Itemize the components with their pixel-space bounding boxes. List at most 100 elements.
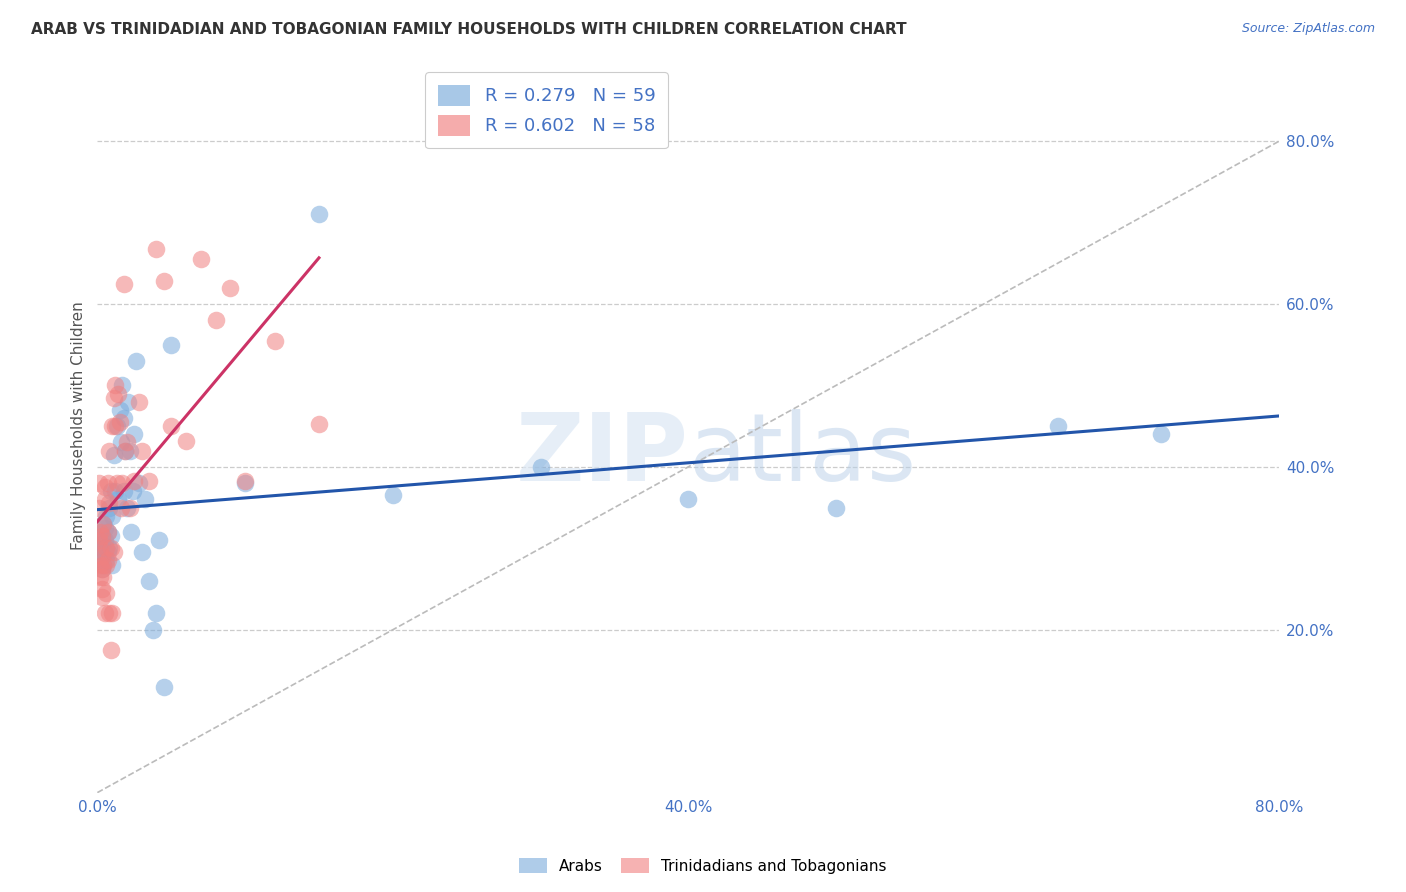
Point (233, 476, 256, 491)
Point (308, 417, 330, 432)
Point (100, 643, 122, 657)
Point (107, 492, 129, 507)
Point (91, 541, 114, 556)
Point (233, 475, 256, 489)
Point (90, 537, 112, 551)
Point (101, 558, 124, 572)
Point (103, 545, 125, 559)
Point (145, 607, 167, 621)
Point (87, 545, 110, 559)
Point (100, 541, 122, 556)
Point (98, 500, 121, 515)
Point (114, 443, 136, 458)
Text: atlas: atlas (689, 409, 917, 501)
Point (114, 443, 136, 458)
Point (90, 549, 112, 564)
Legend: Arabs, Trinidadians and Tobagonians: Arabs, Trinidadians and Tobagonians (513, 852, 893, 880)
Point (93, 492, 115, 507)
Point (125, 354, 148, 368)
Point (121, 484, 143, 499)
Point (89, 541, 111, 556)
Point (825, 500, 848, 515)
Point (111, 476, 134, 491)
Point (174, 434, 197, 448)
Point (131, 545, 153, 559)
Point (100, 484, 122, 499)
Point (89, 558, 111, 572)
Point (138, 475, 160, 489)
Point (90, 590, 112, 604)
Point (104, 378, 127, 392)
Point (98, 496, 121, 510)
Point (110, 435, 132, 450)
Point (204, 313, 226, 327)
Point (93, 521, 115, 535)
Point (160, 337, 183, 351)
Point (529, 459, 551, 474)
Point (153, 274, 176, 288)
Point (381, 488, 404, 502)
Point (678, 492, 700, 507)
Y-axis label: Family Households with Children: Family Households with Children (72, 301, 86, 550)
Point (90, 561, 112, 575)
Point (105, 476, 128, 491)
Point (138, 574, 160, 588)
Point (105, 419, 128, 434)
Point (104, 484, 127, 499)
Point (190, 252, 212, 267)
Point (112, 277, 135, 291)
Point (118, 443, 141, 458)
Point (93, 607, 115, 621)
Point (91, 558, 114, 572)
Point (1150, 427, 1173, 442)
Point (98, 443, 121, 458)
Point (90, 549, 112, 564)
Point (120, 524, 142, 539)
Legend: R = 0.279   N = 59, R = 0.602   N = 58: R = 0.279 N = 59, R = 0.602 N = 58 (425, 72, 668, 148)
Text: Source: ZipAtlas.com: Source: ZipAtlas.com (1241, 22, 1375, 36)
Point (98, 607, 121, 621)
Point (96, 508, 118, 523)
Point (134, 492, 156, 507)
Point (101, 419, 124, 434)
Point (107, 386, 129, 401)
Point (118, 500, 141, 515)
Point (96, 586, 118, 600)
Point (91, 516, 114, 531)
Point (104, 419, 127, 434)
Point (160, 419, 183, 434)
Point (87, 500, 110, 515)
Point (101, 508, 124, 523)
Point (90, 529, 112, 543)
Point (87, 476, 110, 491)
Point (90, 529, 112, 543)
Point (124, 427, 146, 442)
Point (93, 545, 115, 559)
Point (97, 476, 120, 491)
Point (103, 391, 125, 405)
Point (131, 443, 153, 458)
Point (111, 378, 134, 392)
Point (97, 524, 120, 539)
Point (1046, 419, 1069, 434)
Text: ZIP: ZIP (516, 409, 689, 501)
Point (142, 623, 165, 637)
Point (112, 484, 135, 499)
Point (263, 334, 285, 348)
Point (100, 529, 122, 543)
Point (89, 524, 111, 539)
Text: ARAB VS TRINIDADIAN AND TOBAGONIAN FAMILY HOUSEHOLDS WITH CHILDREN CORRELATION C: ARAB VS TRINIDADIAN AND TOBAGONIAN FAMIL… (31, 22, 907, 37)
Point (145, 242, 167, 256)
Point (117, 394, 139, 409)
Point (153, 680, 176, 694)
Point (219, 280, 242, 294)
Point (96, 553, 118, 567)
Point (124, 475, 146, 489)
Point (89, 524, 111, 539)
Point (115, 435, 138, 450)
Point (128, 476, 150, 491)
Point (110, 500, 132, 515)
Point (97, 545, 120, 559)
Point (108, 415, 131, 429)
Point (97, 524, 120, 539)
